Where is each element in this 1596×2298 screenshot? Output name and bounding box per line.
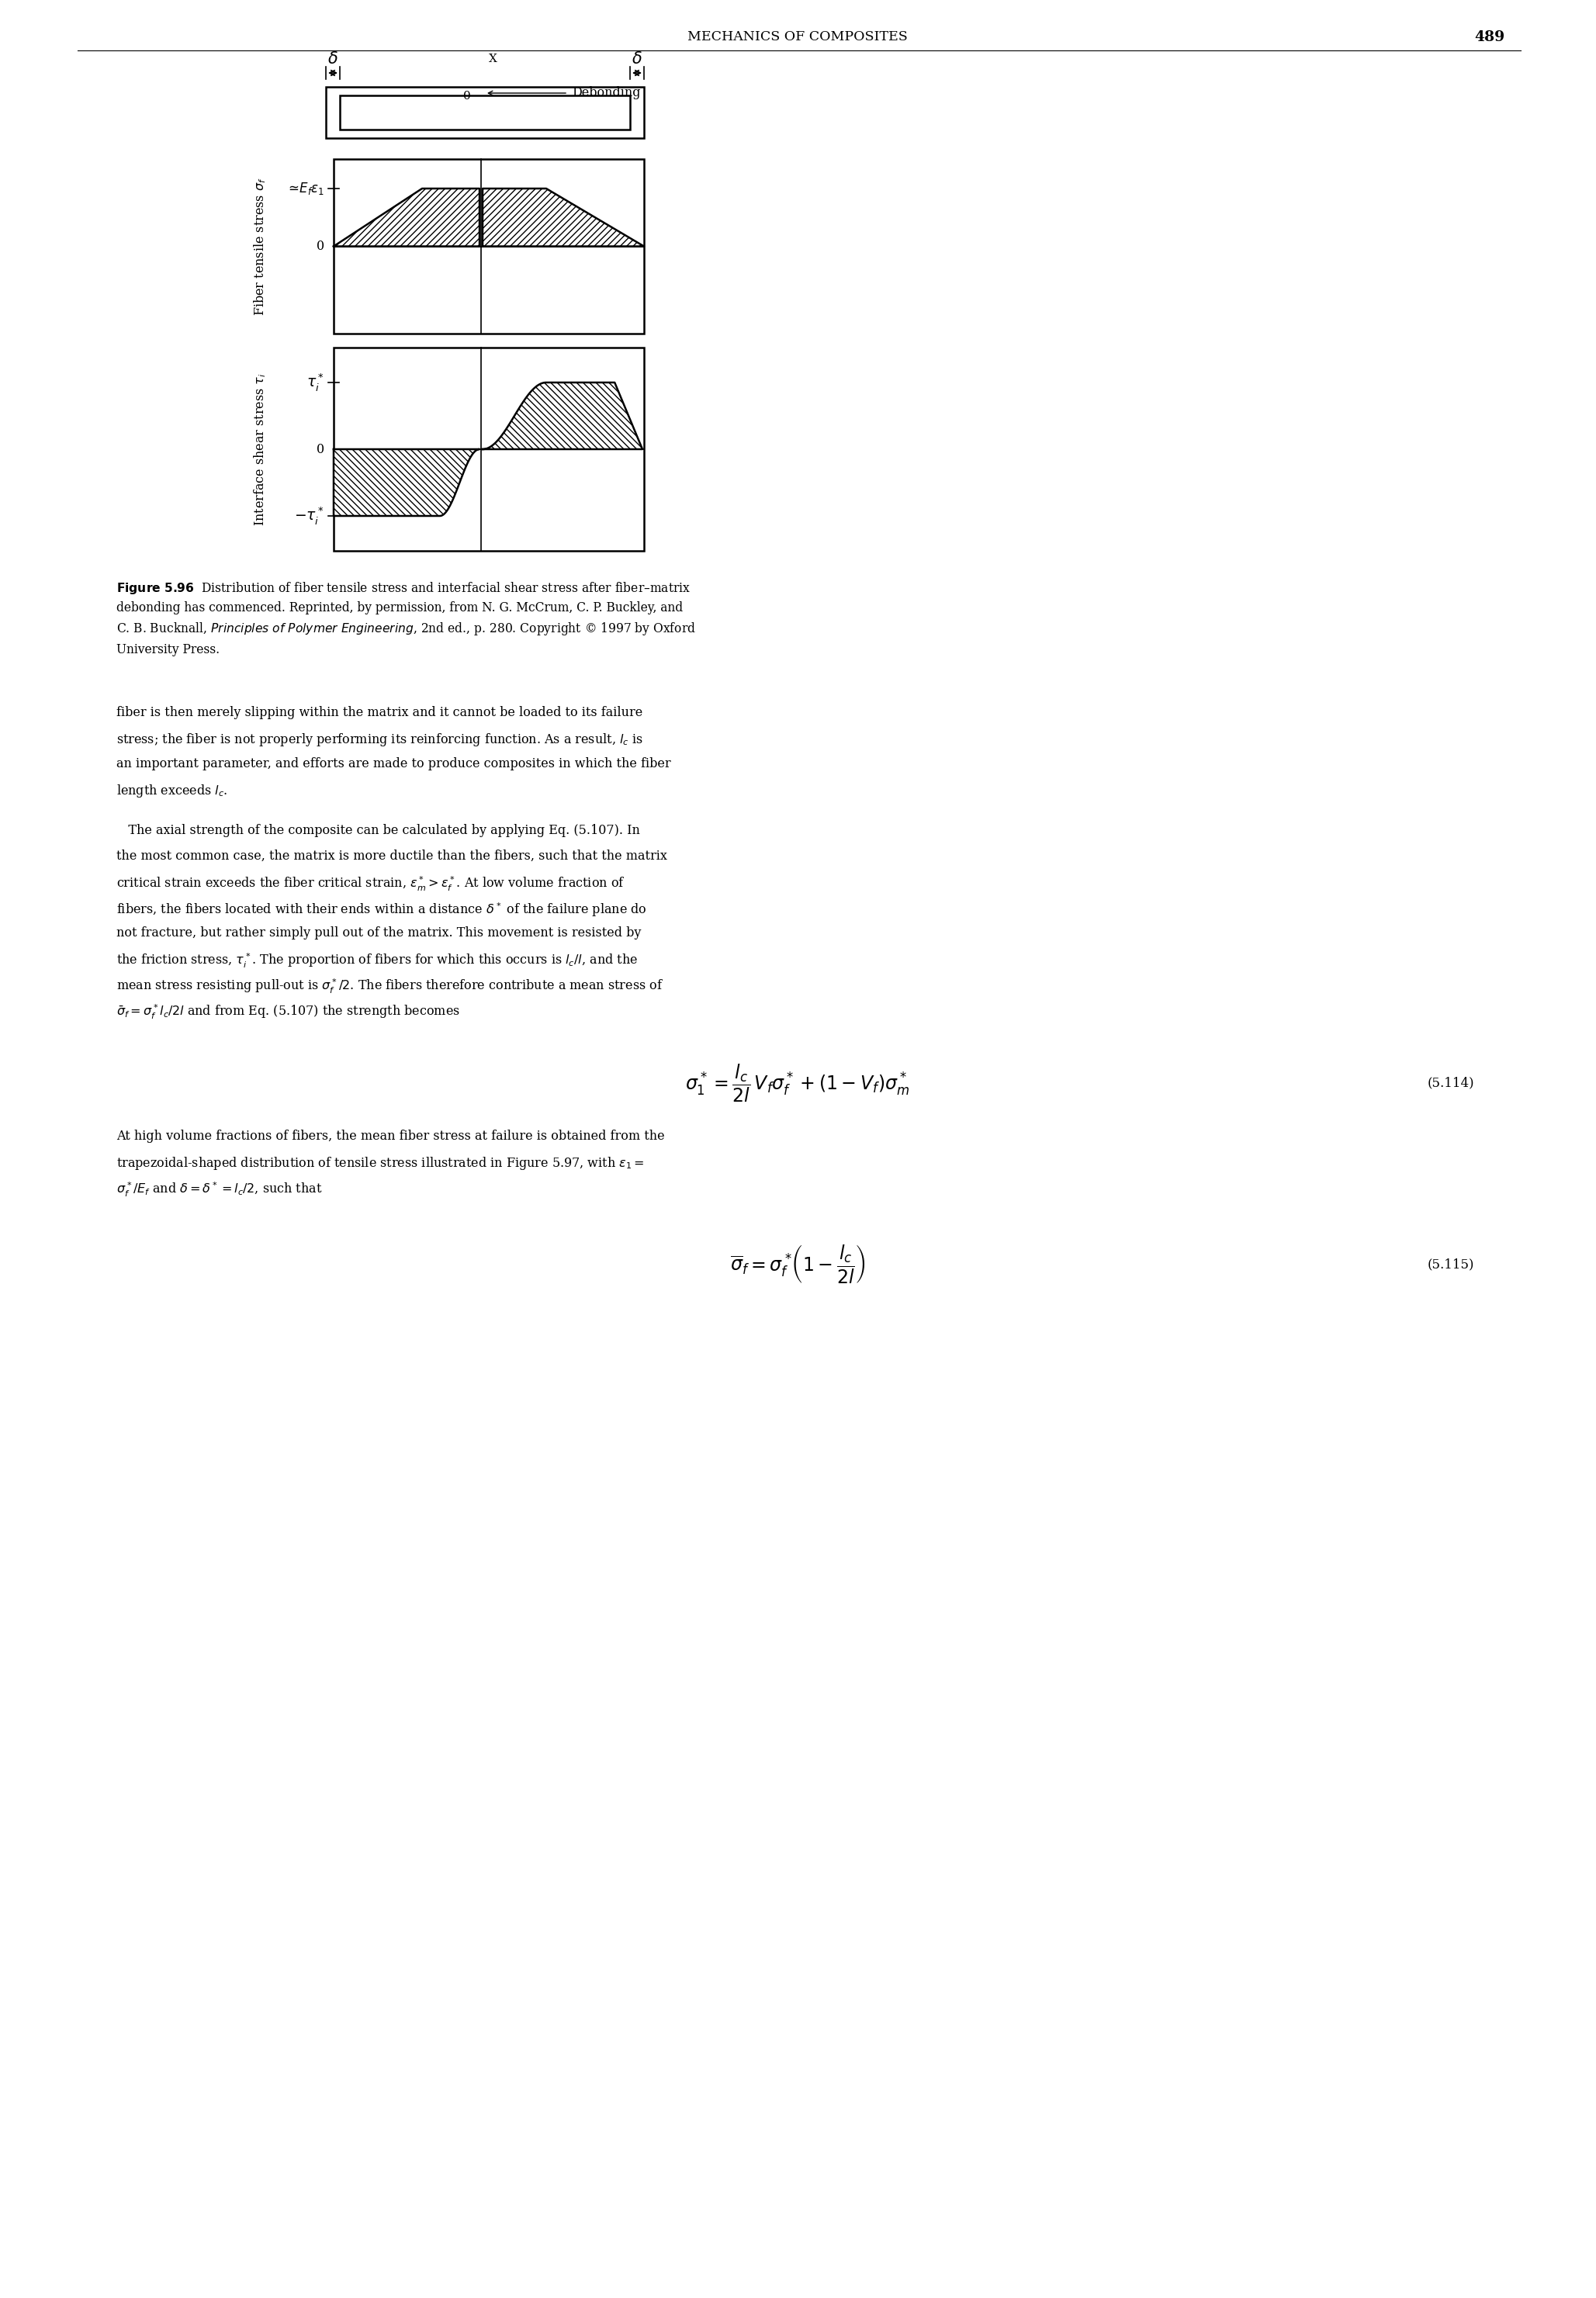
Text: critical strain exceeds the fiber critical strain, $\varepsilon_m^* > \varepsilo: critical strain exceeds the fiber critic…: [117, 876, 626, 894]
Text: the friction stress, $\tau_i^*$. The proportion of fibers for which this occurs : the friction stress, $\tau_i^*$. The pro…: [117, 951, 638, 970]
Text: At high volume fractions of fibers, the mean fiber stress at failure is obtained: At high volume fractions of fibers, the …: [117, 1131, 664, 1142]
Text: $\simeq\!E_f\varepsilon_1$: $\simeq\!E_f\varepsilon_1$: [286, 182, 324, 195]
Text: $-\tau_i^*$: $-\tau_i^*$: [294, 506, 324, 526]
Text: 0: 0: [316, 239, 324, 253]
Text: fiber is then merely slipping within the matrix and it cannot be loaded to its f: fiber is then merely slipping within the…: [117, 705, 643, 719]
Text: X: X: [488, 53, 496, 64]
Bar: [340, 97, 630, 129]
Text: stress; the fiber is not properly performing its reinforcing function. As a resu: stress; the fiber is not properly perfor…: [117, 731, 643, 747]
Bar: [326, 87, 645, 138]
Text: $\delta$: $\delta$: [327, 51, 338, 67]
Text: mean stress resisting pull-out is $\sigma_f^*/2$. The fibers therefore contribut: mean stress resisting pull-out is $\sigm…: [117, 977, 664, 995]
Text: 0: 0: [316, 444, 324, 455]
Text: $\sigma_1^* = \dfrac{l_c}{2l}\,V_f\sigma_f^* + (1 - V_f)\sigma_m^*$: $\sigma_1^* = \dfrac{l_c}{2l}\,V_f\sigma…: [685, 1062, 910, 1103]
Text: not fracture, but rather simply pull out of the matrix. This movement is resiste: not fracture, but rather simply pull out…: [117, 926, 642, 940]
Text: Debonding: Debonding: [571, 87, 640, 99]
Text: $\tau_i^*$: $\tau_i^*$: [306, 372, 324, 393]
Text: Interface shear stress $\tau_i$: Interface shear stress $\tau_i$: [252, 372, 268, 526]
Text: $\sigma_f^*/E_f$ and $\delta = \delta^* = l_c/2$, such that: $\sigma_f^*/E_f$ and $\delta = \delta^* …: [117, 1181, 322, 1200]
Text: MECHANICS OF COMPOSITES: MECHANICS OF COMPOSITES: [688, 30, 908, 44]
Text: (5.114): (5.114): [1427, 1075, 1475, 1089]
Text: trapezoidal-shaped distribution of tensile stress illustrated in Figure 5.97, wi: trapezoidal-shaped distribution of tensi…: [117, 1156, 645, 1172]
Text: $\delta$: $\delta$: [632, 51, 642, 67]
Text: an important parameter, and efforts are made to produce composites in which the : an important parameter, and efforts are …: [117, 758, 670, 770]
Text: The axial strength of the composite can be calculated by applying Eq. (5.107). I: The axial strength of the composite can …: [117, 825, 640, 836]
Text: $\overline{\sigma}_f = \sigma_f^*\!\left(1 - \dfrac{l_c}{2l}\right)$: $\overline{\sigma}_f = \sigma_f^*\!\left…: [729, 1243, 865, 1285]
Text: length exceeds $l_c$.: length exceeds $l_c$.: [117, 784, 228, 800]
Text: $\mathbf{Figure\ 5.96}$  Distribution of fiber tensile stress and interfacial sh: $\mathbf{Figure\ 5.96}$ Distribution of …: [117, 581, 696, 655]
Text: 0: 0: [463, 92, 471, 101]
Text: the most common case, the matrix is more ductile than the fibers, such that the : the most common case, the matrix is more…: [117, 850, 667, 862]
Text: 489: 489: [1475, 30, 1505, 44]
Text: Fiber tensile stress $\sigma_f$: Fiber tensile stress $\sigma_f$: [252, 177, 268, 315]
Text: fibers, the fibers located with their ends within a distance $\delta^*$ of the f: fibers, the fibers located with their en…: [117, 901, 646, 919]
Bar: [334, 347, 645, 552]
Text: (5.115): (5.115): [1427, 1257, 1475, 1271]
Text: $\bar{\sigma}_f = \sigma_f^* l_c/2l$ and from Eq. (5.107) the strength becomes: $\bar{\sigma}_f = \sigma_f^* l_c/2l$ and…: [117, 1004, 460, 1020]
Bar: [334, 159, 645, 333]
